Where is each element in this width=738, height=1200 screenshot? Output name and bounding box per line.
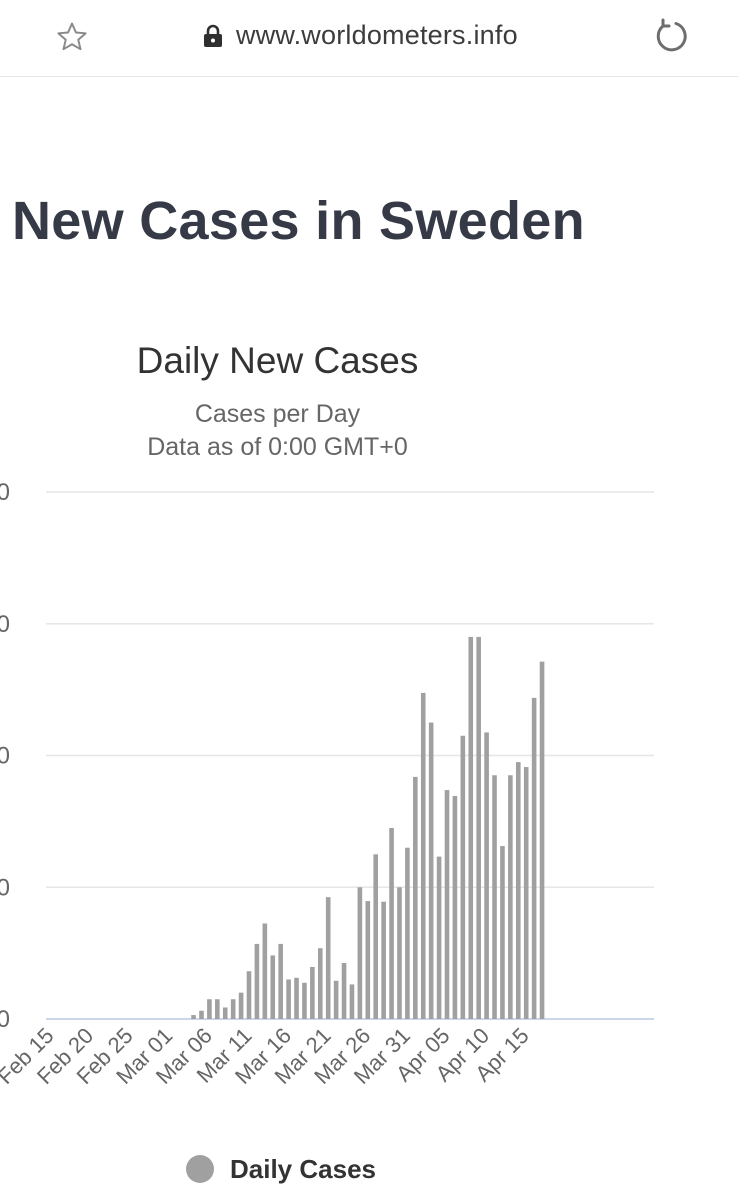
bar-mar-04[interactable] xyxy=(191,1015,196,1019)
bar-mar-09[interactable] xyxy=(230,999,236,1019)
legend-swatch xyxy=(186,1155,214,1183)
bar-mar-21[interactable] xyxy=(325,897,331,1019)
bar-mar-29[interactable] xyxy=(389,827,394,1019)
bar-mar-14[interactable] xyxy=(270,955,276,1019)
reload-icon[interactable] xyxy=(652,17,690,55)
bar-apr-14[interactable] xyxy=(515,762,521,1019)
bar-apr-06[interactable] xyxy=(452,796,458,1019)
bar-apr-08[interactable] xyxy=(468,636,474,1019)
bar-mar-17[interactable] xyxy=(294,977,299,1019)
bar-apr-04[interactable] xyxy=(436,856,442,1019)
bar-mar-24[interactable] xyxy=(349,984,355,1019)
star-icon[interactable] xyxy=(55,20,89,54)
bar-mar-25[interactable] xyxy=(357,887,363,1019)
chart-gridlines xyxy=(46,491,654,1020)
bar-mar-22[interactable] xyxy=(333,980,339,1019)
y-tick-label: 0 xyxy=(0,1006,10,1033)
bar-mar-15[interactable] xyxy=(278,943,283,1019)
lock-icon xyxy=(204,24,222,47)
bar-apr-01[interactable] xyxy=(413,776,418,1019)
bar-mar-12[interactable] xyxy=(254,943,260,1019)
bar-mar-07[interactable] xyxy=(215,999,220,1019)
bar-apr-16[interactable] xyxy=(531,697,537,1019)
chart-subtitle: Cases per Day xyxy=(194,400,361,428)
bar-mar-28[interactable] xyxy=(381,901,386,1019)
bar-mar-11[interactable] xyxy=(246,971,252,1019)
y-tick-label: 0 xyxy=(0,611,10,638)
bar-mar-26[interactable] xyxy=(365,901,371,1019)
bar-apr-17[interactable] xyxy=(539,661,545,1019)
bar-apr-10[interactable] xyxy=(484,732,489,1019)
chart-bars xyxy=(191,636,545,1019)
bar-mar-19[interactable] xyxy=(310,966,315,1019)
bar-apr-02[interactable] xyxy=(420,692,426,1019)
bar-mar-23[interactable] xyxy=(341,963,347,1019)
bar-apr-05[interactable] xyxy=(444,790,450,1019)
bar-apr-15[interactable] xyxy=(523,767,529,1019)
bar-apr-09[interactable] xyxy=(476,636,481,1019)
url-address[interactable]: www.worldometers.info xyxy=(236,20,518,50)
chart-data-timestamp: Data as of 0:00 GMT+0 xyxy=(147,433,408,461)
chart-title: Daily New Cases xyxy=(136,340,419,381)
y-tick-label: 0 xyxy=(0,874,10,901)
bar-mar-27[interactable] xyxy=(373,854,379,1019)
y-axis-labels: 0 0 0 0 0 xyxy=(0,479,10,1033)
bar-mar-20[interactable] xyxy=(317,948,323,1019)
bar-apr-11[interactable] xyxy=(492,775,497,1019)
bar-mar-10[interactable] xyxy=(238,992,244,1019)
bar-mar-18[interactable] xyxy=(302,982,307,1019)
bar-mar-05[interactable] xyxy=(199,1010,204,1019)
bar-apr-03[interactable] xyxy=(428,722,434,1019)
bar-apr-07[interactable] xyxy=(460,735,466,1019)
bar-mar-16[interactable] xyxy=(286,979,291,1019)
page-title: New Cases in Sweden xyxy=(12,191,585,251)
bar-mar-13[interactable] xyxy=(262,923,268,1019)
bar-apr-12[interactable] xyxy=(500,846,505,1019)
bar-mar-30[interactable] xyxy=(397,887,402,1019)
bar-mar-31[interactable] xyxy=(405,847,410,1019)
y-tick-label: 0 xyxy=(0,479,10,506)
bar-mar-06[interactable] xyxy=(207,999,212,1019)
browser-toolbar: www.worldometers.info xyxy=(0,0,738,77)
y-tick-label: 0 xyxy=(0,743,10,770)
legend-label[interactable]: Daily Cases xyxy=(230,1154,376,1184)
bar-mar-08[interactable] xyxy=(222,1007,228,1019)
bar-apr-13[interactable] xyxy=(508,775,513,1019)
